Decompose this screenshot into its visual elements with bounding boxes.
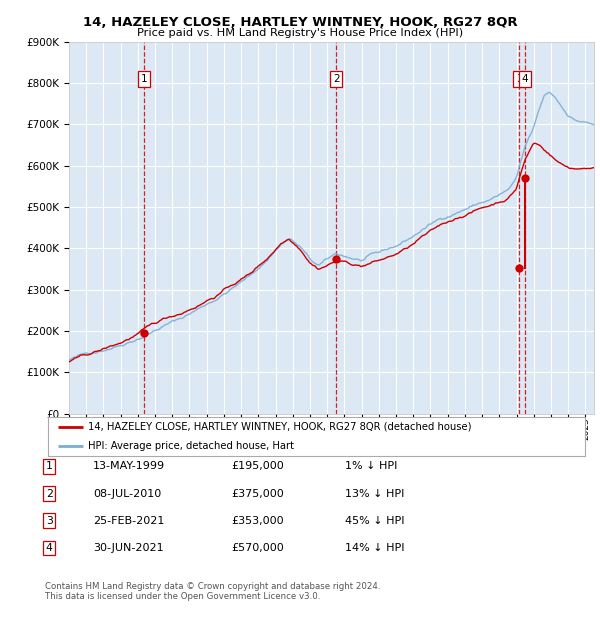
Text: 13% ↓ HPI: 13% ↓ HPI — [345, 489, 404, 498]
Text: 14, HAZELEY CLOSE, HARTLEY WINTNEY, HOOK, RG27 8QR: 14, HAZELEY CLOSE, HARTLEY WINTNEY, HOOK… — [83, 16, 517, 29]
Text: 4: 4 — [522, 74, 529, 84]
Text: 1% ↓ HPI: 1% ↓ HPI — [345, 461, 397, 471]
Text: £353,000: £353,000 — [231, 516, 284, 526]
Text: 13-MAY-1999: 13-MAY-1999 — [93, 461, 165, 471]
Text: £195,000: £195,000 — [231, 461, 284, 471]
Text: 08-JUL-2010: 08-JUL-2010 — [93, 489, 161, 498]
Text: 30-JUN-2021: 30-JUN-2021 — [93, 543, 164, 553]
Text: 1: 1 — [46, 461, 53, 471]
Text: 45% ↓ HPI: 45% ↓ HPI — [345, 516, 404, 526]
Text: £570,000: £570,000 — [231, 543, 284, 553]
Text: 3: 3 — [46, 516, 53, 526]
Text: 1: 1 — [141, 74, 148, 84]
Text: HPI: Average price, detached house, Hart: HPI: Average price, detached house, Hart — [88, 441, 294, 451]
Text: Contains HM Land Registry data © Crown copyright and database right 2024.
This d: Contains HM Land Registry data © Crown c… — [45, 582, 380, 601]
Text: 14% ↓ HPI: 14% ↓ HPI — [345, 543, 404, 553]
Text: 14, HAZELEY CLOSE, HARTLEY WINTNEY, HOOK, RG27 8QR (detached house): 14, HAZELEY CLOSE, HARTLEY WINTNEY, HOOK… — [88, 422, 472, 432]
Text: £375,000: £375,000 — [231, 489, 284, 498]
Text: 3: 3 — [516, 74, 523, 84]
Text: Price paid vs. HM Land Registry's House Price Index (HPI): Price paid vs. HM Land Registry's House … — [137, 28, 463, 38]
Text: 25-FEB-2021: 25-FEB-2021 — [93, 516, 164, 526]
Text: 2: 2 — [46, 489, 53, 498]
Text: 4: 4 — [46, 543, 53, 553]
Text: 2: 2 — [333, 74, 340, 84]
